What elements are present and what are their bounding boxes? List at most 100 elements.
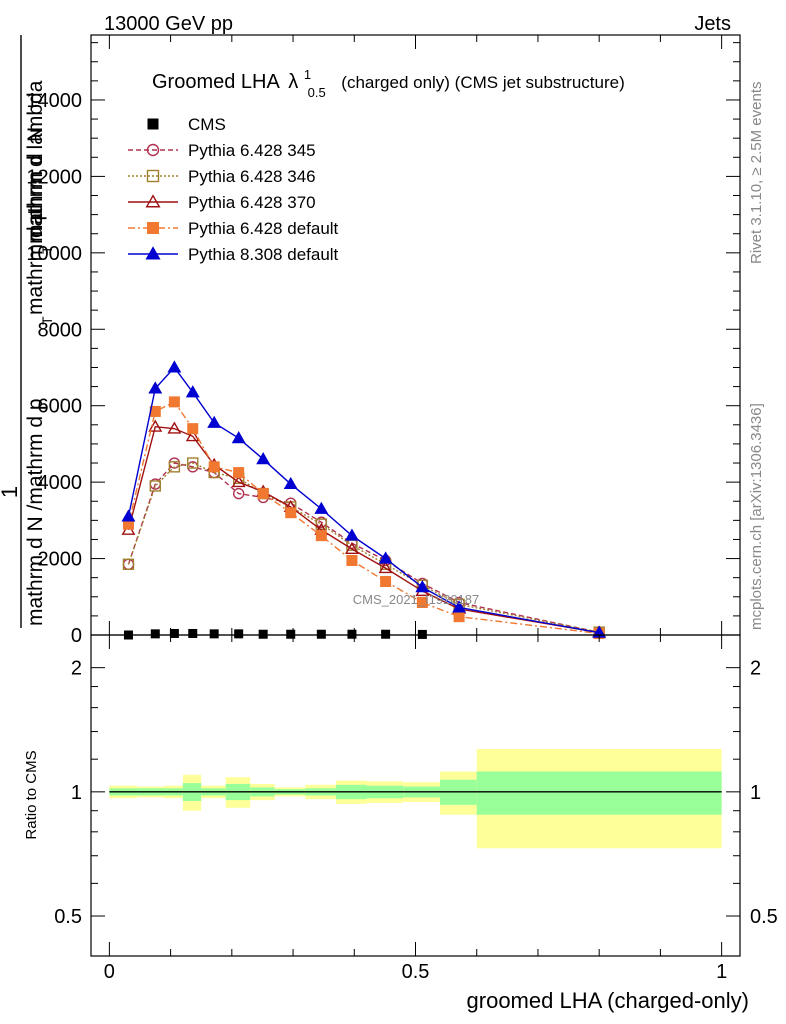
data-point (347, 629, 357, 639)
ylabel-denominator-3: mathrm d lambda (24, 80, 47, 244)
data-point (168, 461, 181, 473)
main-panel: 0 2000 4000 6000 8000 10000 12000 14000 CMS_202… (0, 34, 741, 647)
legend-marker (147, 222, 159, 234)
data-point (169, 628, 179, 638)
category-label: Jets (694, 13, 731, 35)
ratio-axis-ticks: 0.5 0.5 1 1 2 2 0 0.5 1 (54, 635, 778, 983)
title-subscript: 0.5 (308, 85, 326, 100)
legend-entry: Pythia 6.428 370 (128, 193, 316, 212)
data-point (208, 461, 220, 473)
legend-label: CMS (188, 115, 226, 134)
data-point (121, 509, 136, 522)
ylabel-denominator-2: mathrm d p (24, 209, 47, 315)
ratio-y-tick-label: 1 (71, 782, 82, 804)
ylabel-denominator-1: mathrm d N /mathrm d p (24, 398, 47, 626)
y-tick-label: 10000 (26, 243, 82, 265)
ylabel-sub-2: T (39, 245, 55, 254)
data-point (149, 480, 161, 492)
ratio-y-tick-label: 2 (71, 658, 82, 680)
data-point (453, 611, 465, 623)
main-axis-ticks: 0 2000 4000 6000 8000 10000 12000 14000 (26, 35, 740, 647)
data-point (187, 457, 199, 469)
legend-entry: Pythia 8.308 default (128, 245, 339, 264)
legend-marker (145, 246, 161, 260)
ylabel-numerator-3: N (24, 127, 47, 142)
mcplots-reference: mcplots.cern.ch [arXiv:1306.3436] (748, 403, 765, 630)
data-point (187, 423, 199, 435)
data-point (286, 629, 296, 639)
ylabel-numerator-2: mathrm d (24, 153, 47, 242)
legend-label: Pythia 6.428 345 (188, 141, 316, 160)
data-point (452, 600, 467, 613)
x-tick-label: 0.5 (402, 961, 430, 983)
legend-label: Pythia 6.428 370 (188, 193, 316, 212)
data-point (148, 381, 163, 394)
data-point (315, 530, 327, 542)
legend-label: Pythia 6.428 default (188, 219, 339, 238)
y-tick-label: 8000 (38, 319, 83, 341)
title-superscript: 1 (304, 67, 311, 82)
ratio-y-tick-label-right: 1 (750, 782, 761, 804)
legend-marker (147, 118, 159, 130)
ratio-y-tick-label-right: 2 (750, 658, 761, 680)
ratio-bands (109, 749, 722, 849)
data-point (233, 467, 245, 479)
data-point (231, 431, 246, 444)
x-tick-label: 1 (716, 961, 727, 983)
data-point (122, 558, 135, 570)
title-main: Groomed LHA (152, 71, 280, 93)
data-point (285, 507, 297, 519)
legend-entry: Pythia 6.428 default (128, 219, 339, 238)
legend-marker (146, 169, 160, 183)
y-axis-label: 1 mathrm d N /mathrm d p T mathrm d p T … (0, 35, 55, 628)
data-point (344, 528, 359, 541)
series-cms (123, 628, 427, 640)
data-point (316, 629, 326, 639)
data-point (416, 597, 428, 609)
title-rest: (charged only) (CMS jet substructure) (341, 73, 624, 92)
data-point (344, 541, 359, 555)
ylabel-numerator-1: 1 (0, 486, 22, 498)
x-tick-label: 0 (104, 961, 115, 983)
data-point (256, 452, 271, 465)
legend-entry: Pythia 6.428 345 (128, 141, 316, 160)
data-point (380, 575, 392, 587)
series-line (127, 462, 600, 633)
legend-label: Pythia 6.428 346 (188, 167, 316, 186)
ratio-y-tick-label-right: 0.5 (750, 906, 778, 928)
data-point (346, 554, 358, 566)
legend-marker (145, 194, 161, 208)
ratio-y-tick-label: 0.5 (54, 906, 82, 928)
chart-title: Groomed LHA λ 1 0.5 (charged only) (CMS … (152, 62, 625, 102)
main-series-group (121, 360, 607, 640)
data-point (381, 629, 391, 639)
data-point (231, 474, 246, 488)
x-axis-label: groomed LHA (charged-only) (467, 988, 749, 1013)
y-tick-label: 14000 (26, 90, 82, 112)
data-point (168, 396, 180, 408)
ylabel-sub-1: T (39, 316, 55, 325)
data-point (314, 501, 329, 514)
legend-entry: CMS (147, 115, 226, 134)
data-point (415, 580, 430, 593)
ratio-ylabel: Ratio to CMS (23, 750, 40, 839)
data-point (232, 487, 245, 500)
series-pythia-6-428-default (122, 396, 605, 639)
data-point (167, 421, 182, 434)
series-pythia-8-308-default (121, 360, 607, 638)
series-line (127, 425, 600, 634)
data-point (185, 429, 200, 442)
data-point (167, 360, 182, 373)
data-point (258, 629, 268, 639)
y-tick-label: 4000 (38, 472, 83, 494)
data-point (283, 476, 298, 490)
legend-label: Pythia 8.308 default (188, 245, 339, 264)
y-tick-label: 12000 (26, 166, 82, 188)
y-tick-label: 0 (71, 625, 82, 647)
data-point (207, 415, 222, 428)
legend: CMS Pythia 6.428 345 Pythia 6.428 346 Pythi… (128, 115, 339, 264)
ratio-band-inner (476, 771, 722, 815)
legend-entry: Pythia 6.428 346 (128, 167, 316, 186)
legend-marker (146, 143, 160, 157)
